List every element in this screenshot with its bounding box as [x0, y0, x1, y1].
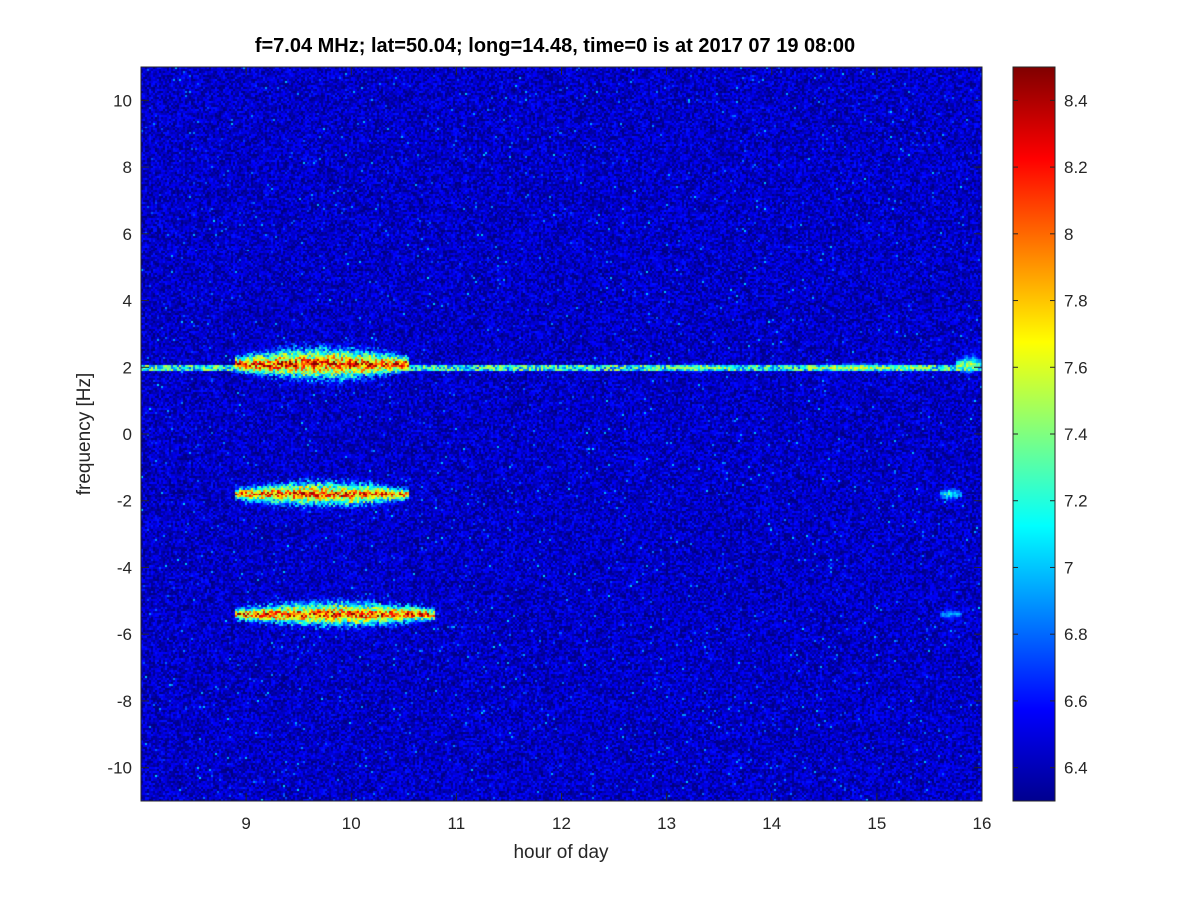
chart-title: f=7.04 MHz; lat=50.04; long=14.48, time=… — [255, 35, 855, 57]
colorbar-tick-label: 6.4 — [1064, 759, 1088, 778]
x-axis-label: hour of day — [513, 842, 609, 863]
colorbar-tick-label: 7.8 — [1064, 292, 1088, 311]
colorbar-tick-label: 7.4 — [1064, 425, 1088, 444]
y-tick-label: -2 — [117, 492, 132, 511]
colorbar-tick-label: 8 — [1064, 225, 1073, 244]
y-tick-label: 2 — [123, 358, 132, 377]
colorbar-tick-label: 8.2 — [1064, 158, 1088, 177]
y-tick-label: 8 — [123, 158, 132, 177]
y-tick-label: 6 — [123, 225, 132, 244]
x-tick-label: 9 — [241, 814, 250, 833]
y-tick-label: -6 — [117, 625, 132, 644]
colorbar: 6.4 6.6 6.8 7 7.2 7.4 7.6 7.8 8 8.2 8.4 — [1012, 66, 1088, 802]
y-axis-label: frequency [Hz] — [74, 373, 95, 496]
colorbar-tick-label: 6.8 — [1064, 625, 1088, 644]
y-axis: -10 -8 -6 -4 -2 0 2 4 6 8 10 — [107, 91, 982, 778]
x-tick-label: 15 — [867, 814, 886, 833]
y-tick-label: 4 — [123, 292, 132, 311]
plot-area — [140, 66, 983, 802]
x-tick-label: 14 — [762, 814, 781, 833]
y-tick-label: 10 — [113, 91, 132, 110]
y-tick-label: -4 — [117, 558, 132, 577]
x-tick-label: 11 — [448, 814, 466, 833]
colorbar-ticks: 6.4 6.6 6.8 7 7.2 7.4 7.6 7.8 8 8.2 8.4 — [1013, 91, 1088, 778]
colorbar-tick-label: 8.4 — [1064, 91, 1088, 110]
colorbar-tick-label: 7 — [1064, 558, 1073, 577]
colorbar-gradient — [1012, 66, 1056, 802]
x-axis: 9 10 11 12 13 14 15 16 — [241, 67, 991, 833]
colorbar-tick-label: 6.6 — [1064, 692, 1088, 711]
x-tick-label: 16 — [973, 814, 992, 833]
colorbar-tick-label: 7.6 — [1064, 358, 1088, 377]
colorbar-tick-label: 7.2 — [1064, 492, 1088, 511]
y-tick-label: 0 — [123, 425, 132, 444]
y-tick-label: -10 — [107, 759, 132, 778]
heatmap-canvas — [141, 67, 982, 801]
x-tick-label: 12 — [552, 814, 571, 833]
y-tick-label: -8 — [117, 692, 132, 711]
x-tick-label: 10 — [342, 814, 361, 833]
x-tick-label: 13 — [657, 814, 676, 833]
